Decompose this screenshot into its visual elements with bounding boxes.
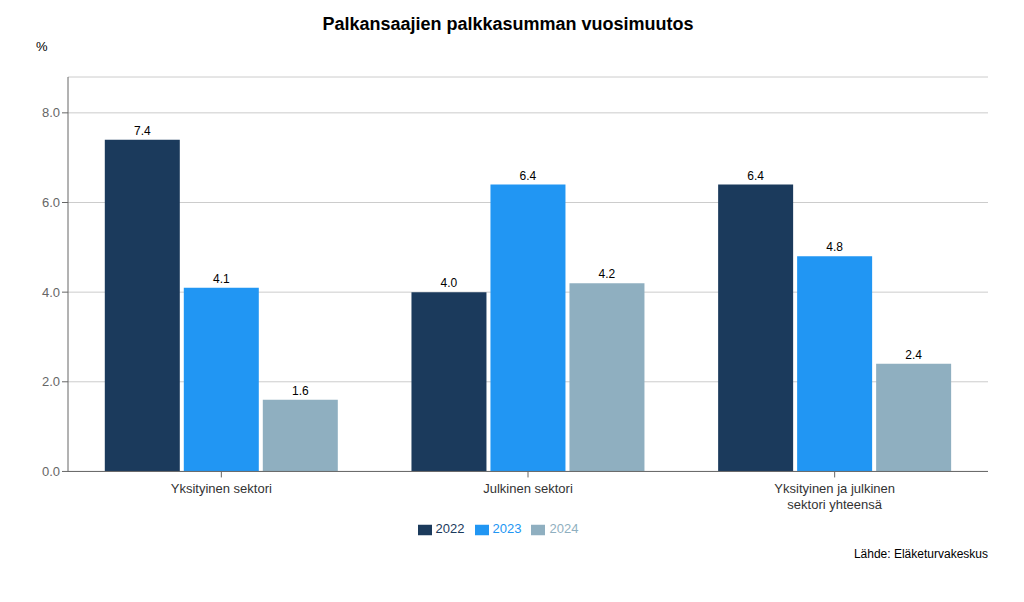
html-text:Palkansaajien palkkasumman vuo: Palkansaajien palkkasumman vuosimuutos: [322, 14, 694, 34]
svg-text:6.0: 6.0: [42, 195, 60, 210]
svg-text:6.4: 6.4: [520, 169, 537, 183]
svg-text:6.4: 6.4: [747, 169, 764, 183]
svg-text:2.4: 2.4: [905, 348, 922, 362]
html-text:Lähde: Eläketurvakeskus: Lähde: Eläketurvakeskus: [853, 547, 988, 561]
svg-text:0.0: 0.0: [42, 464, 60, 479]
svg-text:Yksityinen sektori: Yksityinen sektori: [171, 481, 272, 496]
svg-text:4.0: 4.0: [441, 276, 458, 290]
svg-text:4.2: 4.2: [599, 267, 616, 281]
svg-text:1.6: 1.6: [292, 384, 309, 398]
svg-text:4.1: 4.1: [213, 272, 230, 286]
svg-text:4.8: 4.8: [826, 240, 843, 254]
svg-text:7.4: 7.4: [134, 124, 151, 138]
html-text:2024: 2024: [549, 521, 579, 537]
svg-text:2.0: 2.0: [42, 374, 60, 389]
svg-text:8.0: 8.0: [42, 105, 60, 120]
svg-text:Yksityinen ja julkinensektori: Yksityinen ja julkinensektori yhteensä: [774, 481, 895, 512]
html-text:2023: 2023: [492, 521, 522, 537]
svg-text:4.0: 4.0: [42, 285, 60, 300]
html-text:2022: 2022: [435, 521, 465, 537]
svg-text:Julkinen sektori: Julkinen sektori: [483, 481, 573, 496]
